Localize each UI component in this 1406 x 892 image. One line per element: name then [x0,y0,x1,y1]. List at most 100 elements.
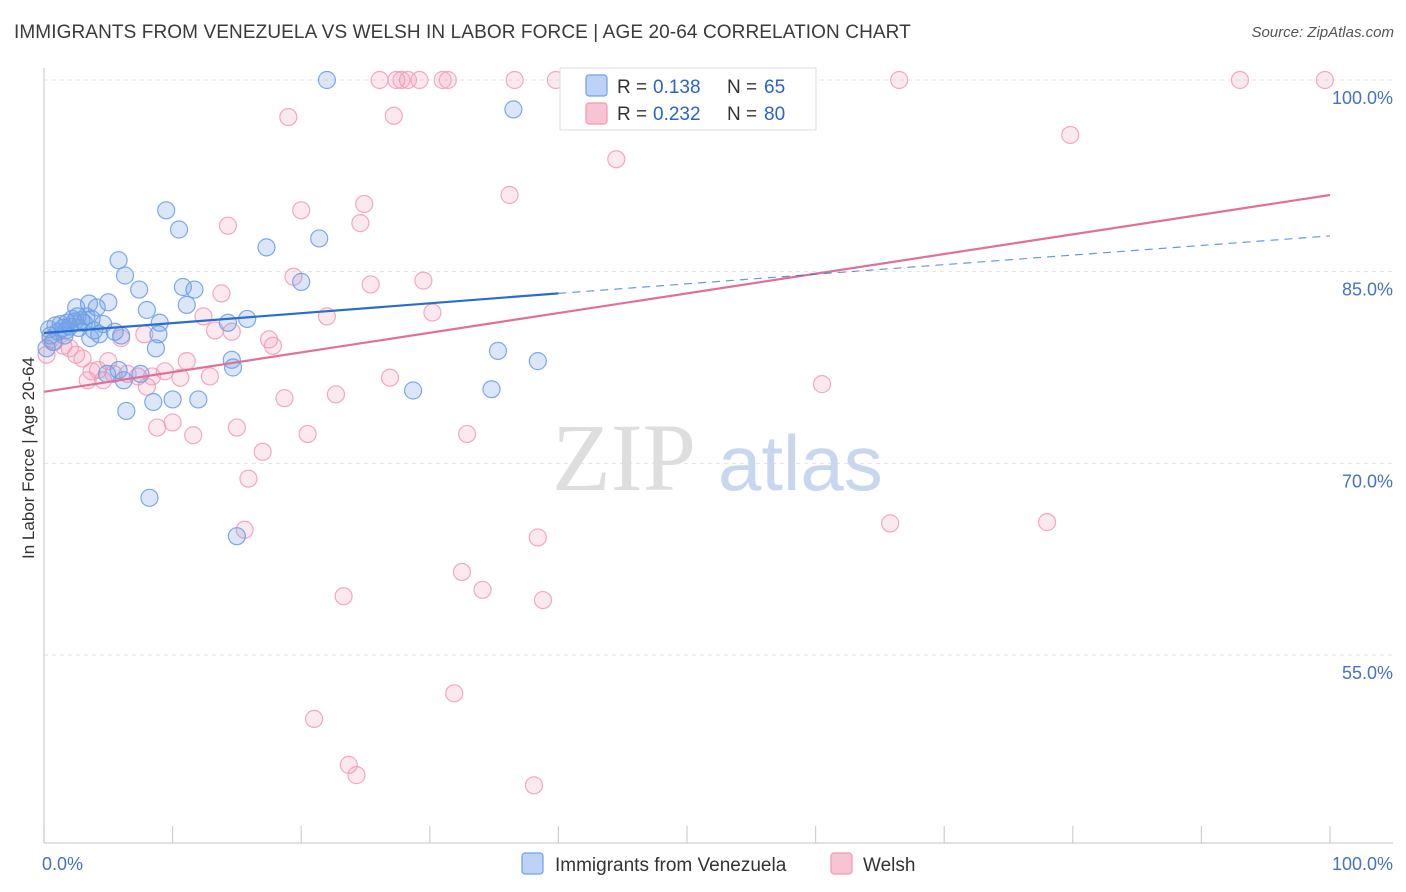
welsh-point-46 [347,766,366,785]
venezuela-point-24 [99,293,118,312]
gridlines [44,79,1393,656]
welsh-point-72 [812,375,832,394]
venezuela-trend-line [43,292,559,335]
welsh-trend-line [43,193,1331,393]
chart-title: IMMIGRANTS FROM VENEZUELA VS WELSH IN LA… [14,22,911,43]
venezuela-point-42 [292,272,311,291]
welsh-point-50 [370,70,389,90]
venezuela-point-30 [146,339,165,358]
watermark: ZIP atlas [552,404,883,511]
welsh-point-48 [355,194,374,214]
venezuela-point-28 [130,280,149,299]
venezuela-point-37 [218,313,237,332]
welsh-point-76 [1061,125,1080,145]
y-tick-label-70: 70.0% [1342,471,1393,491]
y-tick-label-100: 100.0% [1332,88,1393,108]
venezuela-point-58 [163,390,182,409]
venezuela-point-34 [173,277,192,297]
welsh-point-56 [410,70,429,90]
legend-r-label-venezuela: R = [617,77,647,98]
venezuela-trend-extension [558,235,1331,294]
venezuela-point-56 [140,488,159,507]
venezuela-point-27 [115,266,135,285]
bottom-legend-swatch-venezuela [521,852,544,875]
venezuela-point-48 [504,100,523,119]
welsh-point-66 [505,70,524,90]
welsh-point-30 [227,418,246,437]
legend-r-value-welsh: 0.232 [653,104,701,125]
y-axis-label: In Labor Force | Age 20-64 [19,357,38,559]
venezuela-point-19 [82,309,101,329]
welsh-point-74 [890,70,909,90]
venezuela-point-33 [169,220,189,239]
welsh-point-20 [163,413,182,432]
venezuela-point-54 [117,401,136,421]
stats-legend: R = 0.138 N = 65 R = 0.232 N = 80 [559,67,817,131]
venezuela-point-31 [149,325,168,344]
welsh-point-61 [445,684,464,703]
venezuela-point-61 [55,326,74,345]
welsh-point-52 [384,106,403,125]
venezuela-points [37,70,547,546]
bottom-legend-label-welsh: Welsh [863,855,915,876]
x-tick-label-max: 100.0% [1332,854,1393,874]
welsh-point-40 [298,424,317,444]
venezuela-point-50 [81,329,100,348]
welsh-point-62 [452,562,472,582]
welsh-point-24 [194,307,213,326]
y-tick-label-85: 85.0% [1342,280,1393,300]
welsh-point-32 [239,469,258,488]
y-tick-labels: 55.0% 70.0% 85.0% 100.0% [1332,88,1393,683]
welsh-point-47 [351,214,370,233]
welsh-point-18 [148,418,167,437]
venezuela-point-21 [87,298,106,317]
welsh-point-39 [292,201,311,220]
welsh-point-63 [457,424,477,444]
venezuela-point-44 [317,70,337,90]
watermark-zip: ZIP [552,404,696,511]
welsh-point-57 [414,271,433,290]
welsh-point-59 [433,70,452,90]
welsh-point-25 [200,367,219,386]
welsh-point-64 [473,580,492,599]
welsh-point-43 [326,385,346,404]
venezuela-point-40 [238,309,257,329]
venezuela-point-36 [185,280,204,299]
legend-swatch-venezuela [585,74,608,97]
welsh-point-33 [253,442,272,461]
source-label: Source: ZipAtlas.com [1251,24,1394,41]
venezuela-point-62 [68,307,87,326]
legend-n-value-welsh: 80 [764,104,785,125]
welsh-point-35 [263,336,283,355]
venezuela-point-63 [112,326,131,345]
welsh-point-41 [304,709,324,728]
venezuela-point-43 [310,229,329,248]
legend-r-value-venezuela: 0.138 [653,77,701,98]
bottom-legend-label-venezuela: Immigrants from Venezuela [555,855,787,876]
venezuela-point-35 [177,295,196,314]
welsh-point-58 [423,303,442,322]
bottom-legend-swatch-welsh [830,852,853,875]
legend-swatch-welsh [585,102,608,125]
venezuela-point-55 [131,364,150,383]
legend-n-value-venezuela: 65 [764,77,785,98]
series-legend: Immigrants from Venezuela Welsh [521,852,915,876]
welsh-point-27 [212,284,231,303]
y-tick-label-55: 55.0% [1342,663,1393,683]
welsh-point-78 [1315,70,1334,90]
welsh-point-49 [361,275,380,294]
welsh-point-22 [177,352,196,371]
venezuela-point-39 [222,350,241,369]
welsh-point-37 [279,107,298,127]
welsh-point-45 [339,755,358,774]
welsh-point-44 [334,587,353,606]
venezuela-point-59 [189,390,208,409]
watermark-atlas: atlas [718,419,883,507]
venezuela-point-47 [488,341,508,360]
venezuela-point-46 [482,380,501,399]
welsh-point-71 [607,150,626,169]
venezuela-point-26 [109,251,128,270]
welsh-point-23 [184,426,203,445]
venezuela-point-52 [109,360,128,380]
